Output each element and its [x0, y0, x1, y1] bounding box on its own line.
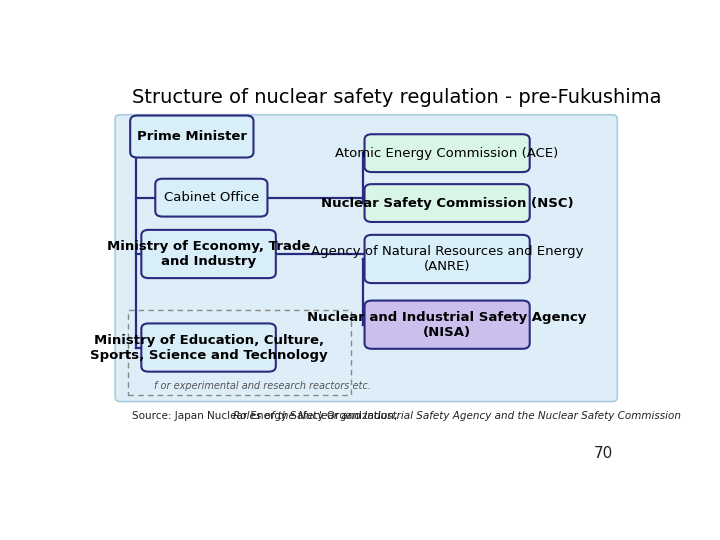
- FancyBboxPatch shape: [141, 323, 276, 372]
- Text: Prime Minister: Prime Minister: [137, 130, 247, 143]
- Text: Atomic Energy Commission (ACE): Atomic Energy Commission (ACE): [336, 147, 559, 160]
- FancyBboxPatch shape: [130, 116, 253, 158]
- FancyBboxPatch shape: [364, 235, 530, 283]
- Text: Nuclear Safety Commission (NSC): Nuclear Safety Commission (NSC): [321, 197, 573, 210]
- Text: Ministry of Economy, Trade
and Industry: Ministry of Economy, Trade and Industry: [107, 240, 310, 268]
- Text: Structure of nuclear safety regulation - pre-Fukushima: Structure of nuclear safety regulation -…: [132, 87, 662, 107]
- Text: Ministry of Education, Culture,
Sports, Science and Technology: Ministry of Education, Culture, Sports, …: [90, 334, 328, 362]
- Text: Roles of the Nuclear and Industrial Safety Agency and the Nuclear Safety Commiss: Roles of the Nuclear and Industrial Safe…: [233, 411, 681, 421]
- FancyBboxPatch shape: [364, 134, 530, 172]
- Text: 70: 70: [594, 446, 613, 461]
- Bar: [128, 310, 351, 395]
- Text: Source: Japan Nuclear Energy Safety Organization,: Source: Japan Nuclear Energy Safety Orga…: [132, 411, 400, 421]
- Text: f or experimental and research reactors etc.: f or experimental and research reactors …: [154, 381, 371, 391]
- FancyBboxPatch shape: [156, 179, 267, 217]
- FancyBboxPatch shape: [115, 114, 617, 402]
- Text: Nuclear and Industrial Safety Agency
(NISA): Nuclear and Industrial Safety Agency (NI…: [307, 310, 587, 339]
- FancyBboxPatch shape: [141, 230, 276, 278]
- FancyBboxPatch shape: [364, 301, 530, 349]
- Text: Cabinet Office: Cabinet Office: [163, 191, 259, 204]
- Text: Agency of Natural Resources and Energy
(ANRE): Agency of Natural Resources and Energy (…: [311, 245, 583, 273]
- FancyBboxPatch shape: [364, 184, 530, 222]
